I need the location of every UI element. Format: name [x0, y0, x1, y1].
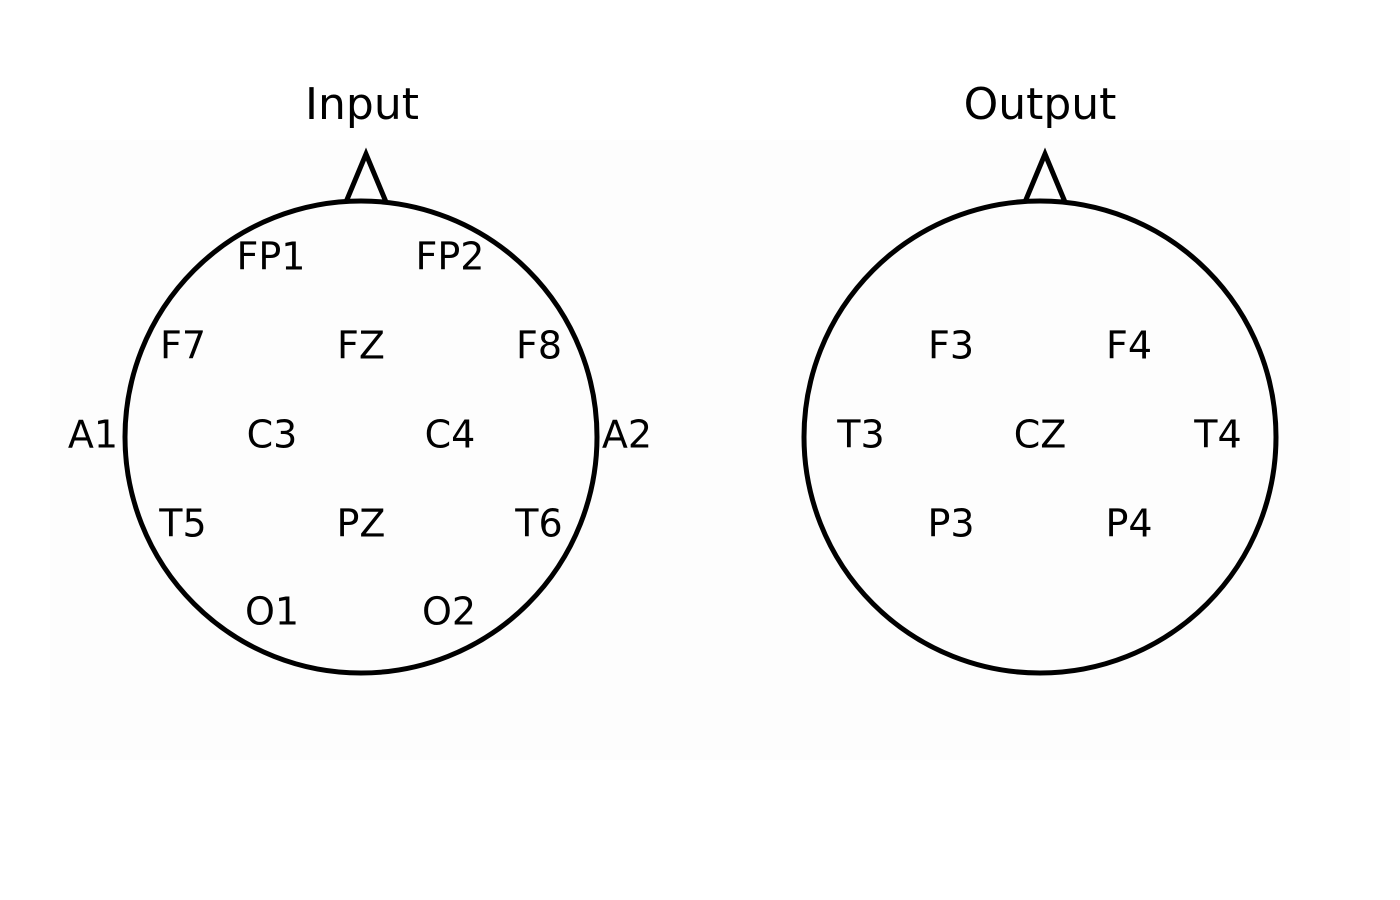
- electrode-label-cz: CZ: [1014, 413, 1067, 457]
- electrode-label-p3: P3: [927, 502, 974, 546]
- electrode-label-f8: F8: [516, 324, 562, 368]
- electrode-label-fp1: FP1: [237, 235, 306, 279]
- electrode-label-t3: T3: [836, 413, 884, 457]
- output-title: Output: [964, 79, 1117, 130]
- input-title: Input: [305, 79, 419, 130]
- electrode-label-c4: C4: [425, 413, 476, 457]
- electrode-label-p4: P4: [1105, 502, 1152, 546]
- electrode-label-o2: O2: [422, 590, 476, 634]
- input-head-diagram: Input FP1 FP2 F7 FZ F8 A1 C3 C4 A2 T5 PZ…: [68, 79, 652, 676]
- input-nose-icon: [343, 147, 389, 203]
- output-nose-icon: [1022, 147, 1068, 203]
- electrode-label-fz: FZ: [337, 324, 385, 368]
- electrode-label-a1: A1: [68, 413, 118, 457]
- output-head-diagram: Output F3 F4 T3 CZ T4 P3 P4: [801, 79, 1279, 676]
- electrode-label-f4: F4: [1106, 324, 1152, 368]
- electrode-label-c3: C3: [247, 413, 298, 457]
- electrode-label-t5: T5: [158, 502, 206, 546]
- electrode-label-fp2: FP2: [416, 235, 485, 279]
- input-head-outline: [122, 198, 600, 676]
- diagram-panel-background: [50, 140, 1350, 760]
- electrode-label-f3: F3: [928, 324, 974, 368]
- output-head-outline: [801, 198, 1279, 676]
- electrode-label-f7: F7: [160, 324, 206, 368]
- electrode-label-t4: T4: [1193, 413, 1241, 457]
- electrode-label-a2: A2: [602, 413, 652, 457]
- electrode-label-t6: T6: [514, 502, 562, 546]
- electrode-label-o1: O1: [245, 590, 299, 634]
- electrode-label-pz: PZ: [337, 502, 386, 546]
